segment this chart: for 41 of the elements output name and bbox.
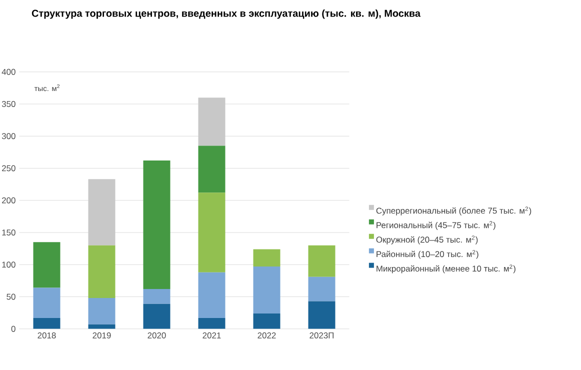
y-tick-label: 200 [2,197,16,204]
legend-label: Районный (10–20 тыс. м$^{2}$) [376,250,478,259]
x-tick-label: 2020 [148,332,166,338]
bar [253,266,280,314]
bar [33,318,60,329]
bar [198,192,226,272]
legend-label: Окружной (20–45 тыс. м$^{2}$) [376,236,478,244]
bar [143,289,170,304]
bar [308,276,336,302]
bar [198,272,226,318]
chart-title: Структура торговых центров, введенных в эксплуатацию (тыс. кв. м), Москва [32,10,421,19]
y-tick-label: 50 [6,294,16,300]
legend-label: Суперрегиональный (более 75 тыс. м$^{2}$) [376,206,532,216]
bar [308,301,336,329]
x-tick-label: 2021 [202,332,221,338]
x-tick-label: 2022 [258,332,276,338]
y-tick-label: 250 [2,165,16,172]
bar [143,304,170,329]
legend-label: Микрорайонный (менее 10 тыс. м$^{2}$) [376,264,516,274]
legend-label: Региональный (45–75 тыс. м$^{2}$) [376,221,496,230]
y-tick-label: 350 [2,101,16,107]
bar [308,245,336,277]
bar [33,288,60,318]
x-tick-label: 2018 [38,332,56,338]
y-tick-label: 400 [2,68,16,75]
y-tick-label: 0 [11,326,16,332]
y-tick-label: 300 [2,133,16,140]
bar [253,313,280,329]
bar [198,318,226,329]
x-tick-label: 2023П [310,332,334,338]
bar [33,242,60,288]
y-tick-label: 150 [2,230,16,236]
y-tick-label: 100 [2,262,16,268]
bar [198,98,226,146]
bar [198,146,226,193]
bar [143,160,170,290]
bar [253,249,280,267]
x-tick-label: 2019 [92,332,111,338]
bar [88,245,116,298]
bar [88,298,116,324]
bar [88,179,116,246]
